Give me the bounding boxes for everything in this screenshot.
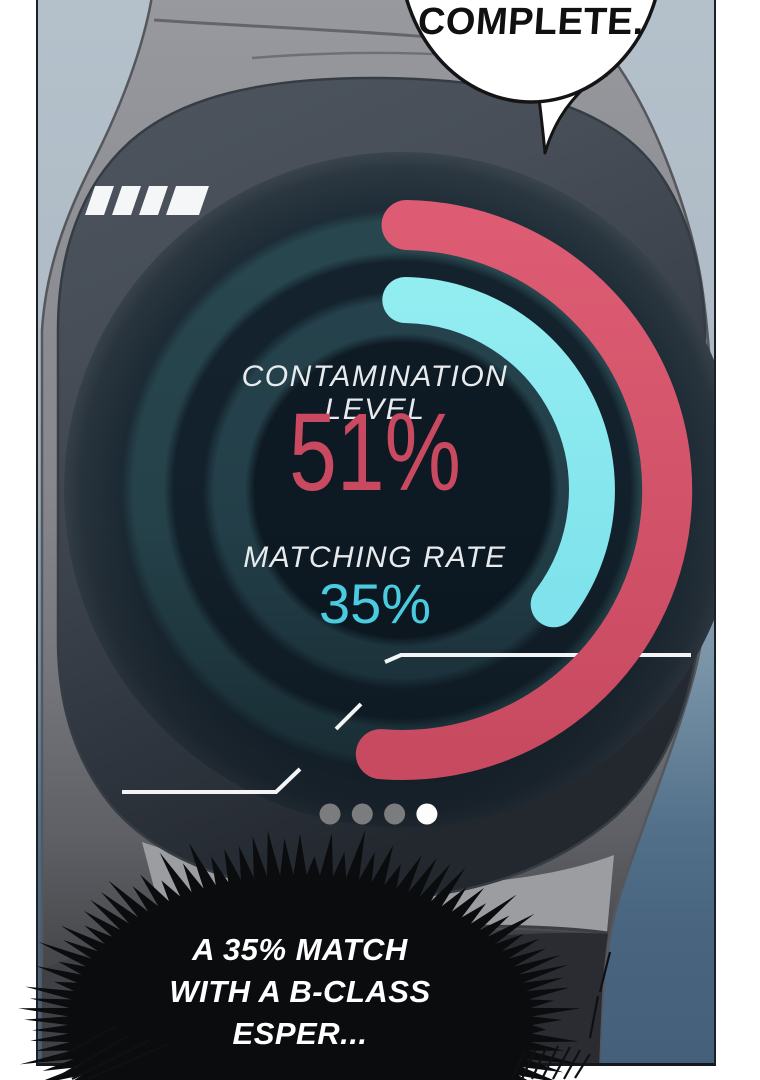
speech-bubble-top xyxy=(405,0,657,155)
page-dots xyxy=(319,803,438,825)
page-dot-active xyxy=(416,803,438,825)
matching-arc xyxy=(382,277,615,628)
speech-bubble-top-text: COMPLETE. xyxy=(416,1,646,43)
matching-rate-value: 35% xyxy=(318,572,432,635)
page-dot xyxy=(351,803,373,825)
contamination-label-line2: LEVEL xyxy=(324,393,426,426)
contamination-label-line1: CONTAMINATION xyxy=(241,360,509,393)
burst-line-1: A 35% MATCH xyxy=(192,932,408,967)
page-dot xyxy=(319,803,341,825)
page-dot xyxy=(384,803,406,825)
burst-line-2: WITH A B-CLASS xyxy=(169,974,431,1009)
speech-bubble-tail xyxy=(536,84,588,155)
comic-panel xyxy=(36,0,716,1066)
scene-art xyxy=(40,0,714,1063)
hazard-stripes-icon xyxy=(85,186,209,215)
contamination-value: 51% xyxy=(289,391,461,514)
burst-bubble-text: A 35% MATCH WITH A B-CLASS ESPER... xyxy=(120,929,480,1055)
contamination-arc xyxy=(355,200,693,780)
matching-rate-label: MATCHING RATE xyxy=(243,541,507,574)
gauge-track-rings xyxy=(64,152,714,828)
burst-line-3: ESPER... xyxy=(232,1016,368,1051)
speech-bubble-body xyxy=(405,0,657,104)
